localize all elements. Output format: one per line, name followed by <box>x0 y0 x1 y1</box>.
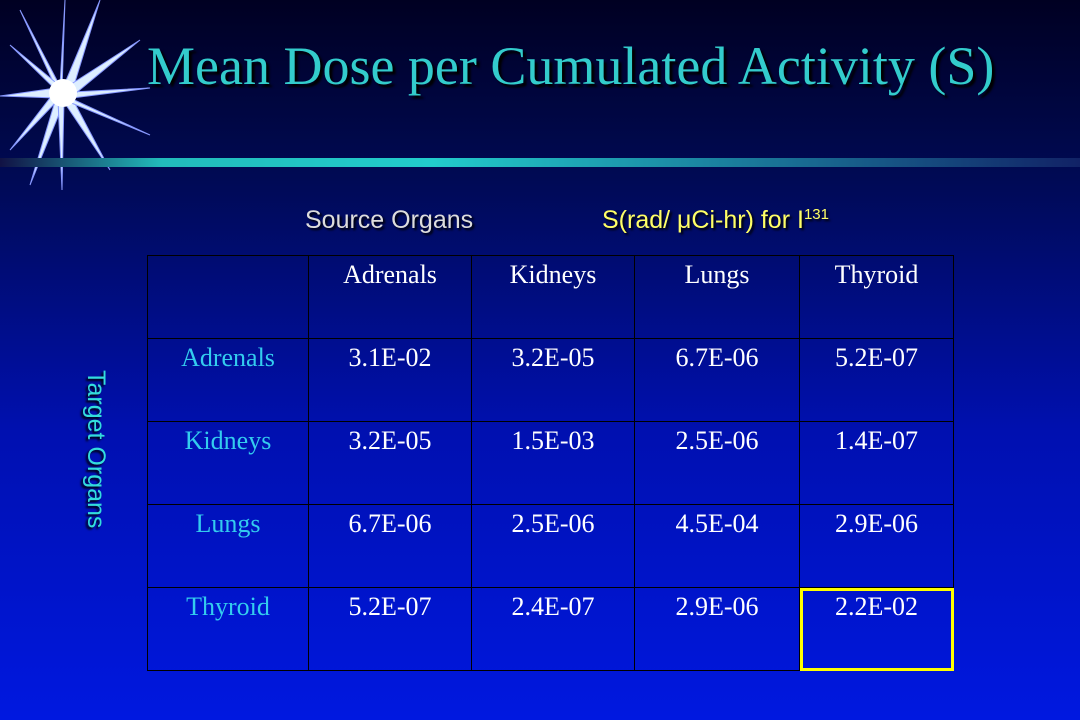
header-cell: Kidneys <box>471 255 635 339</box>
value-cell: 3.1E-02 <box>308 338 472 422</box>
value-cell: 2.5E-06 <box>471 504 635 588</box>
value-cell: 2.9E-06 <box>634 587 800 671</box>
value-cell: 3.2E-05 <box>308 421 472 505</box>
header-cell: Lungs <box>634 255 800 339</box>
table-row: Adrenals 3.1E-02 3.2E-05 6.7E-06 5.2E-07 <box>147 338 954 422</box>
value-cell: 1.4E-07 <box>799 421 954 505</box>
star-decoration <box>0 0 151 190</box>
value-cell: 5.2E-07 <box>308 587 472 671</box>
value-cell: 2.4E-07 <box>471 587 635 671</box>
value-cell: 4.5E-04 <box>634 504 800 588</box>
table-row: Kidneys 3.2E-05 1.5E-03 2.5E-06 1.4E-07 <box>147 421 954 505</box>
title-underline <box>0 158 1080 167</box>
row-label: Adrenals <box>147 338 309 422</box>
title: Mean Dose per Cumulated Activity (S) <box>147 36 995 96</box>
source-label: Source Organs <box>305 206 474 234</box>
value-cell: 3.2E-05 <box>471 338 635 422</box>
table-row: Thyroid 5.2E-07 2.4E-07 2.9E-06 2.2E-02 <box>147 587 954 671</box>
header-cell: Thyroid <box>799 255 954 339</box>
table-row: Lungs 6.7E-06 2.5E-06 4.5E-04 2.9E-06 <box>147 504 954 588</box>
row-label: Lungs <box>147 504 309 588</box>
value-cell: 5.2E-07 <box>799 338 954 422</box>
value-cell: 2.2E-02 <box>799 587 954 671</box>
units-label: S(rad/ μCi-hr) for I131 <box>602 206 829 235</box>
units-superscript: 131 <box>803 206 829 223</box>
value-cell: 2.5E-06 <box>634 421 800 505</box>
value-cell: 1.5E-03 <box>471 421 635 505</box>
row-label: Thyroid <box>147 587 309 671</box>
header-row: Adrenals Kidneys Lungs Thyroid <box>147 255 954 339</box>
corner-cell <box>147 255 309 339</box>
header-cell: Adrenals <box>308 255 472 339</box>
target-label: Target Organs <box>82 370 110 529</box>
value-cell: 6.7E-06 <box>308 504 472 588</box>
units-text: S(rad/ μCi-hr) for I <box>602 206 804 234</box>
row-label: Kidneys <box>147 421 309 505</box>
dose-table: Adrenals Kidneys Lungs Thyroid Adrenals 3.1E-… <box>147 255 954 671</box>
value-cell: 2.9E-06 <box>799 504 954 588</box>
value-cell: 6.7E-06 <box>634 338 800 422</box>
